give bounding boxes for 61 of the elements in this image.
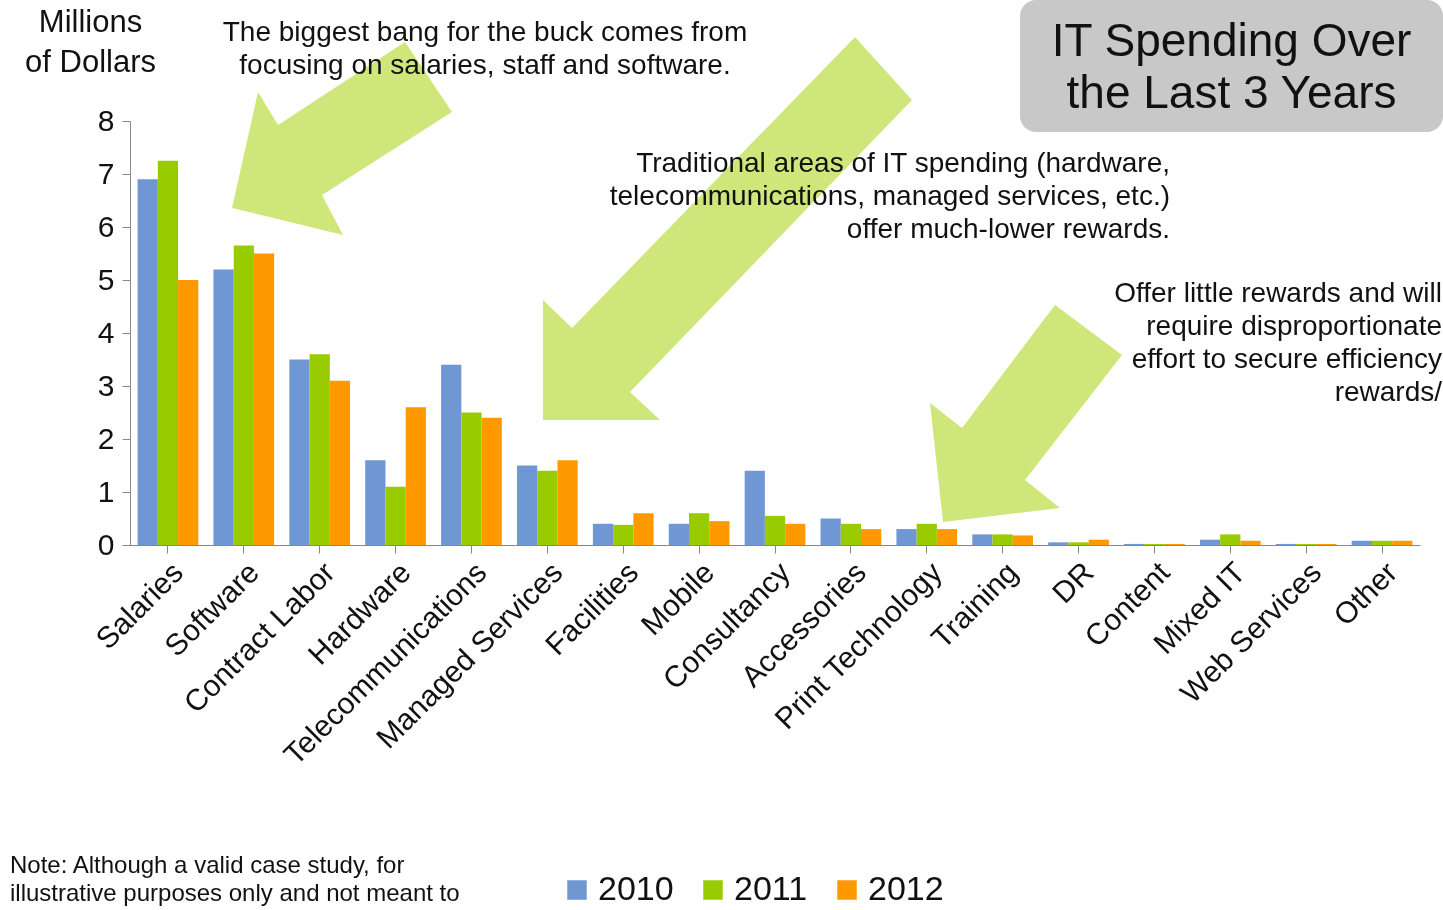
- bar: [233, 245, 254, 545]
- bar: [668, 523, 689, 545]
- y-tick-label: 3: [97, 368, 115, 402]
- bar: [385, 486, 406, 545]
- y-tick-label: 2: [97, 421, 115, 455]
- bar: [896, 529, 917, 545]
- bar: [517, 465, 538, 545]
- bar: [1371, 540, 1393, 545]
- y-tick-label: 8: [97, 103, 115, 137]
- bar: [972, 534, 993, 545]
- bar: [1068, 542, 1089, 545]
- bar: [744, 470, 765, 545]
- bar: [178, 280, 199, 545]
- bar: [329, 380, 351, 545]
- bar: [557, 460, 578, 545]
- bar: [441, 364, 462, 545]
- bar: [840, 523, 861, 545]
- bar: [861, 529, 882, 545]
- bar: [137, 179, 158, 545]
- bar: [365, 460, 386, 545]
- bar: [992, 534, 1013, 545]
- bar: [1392, 540, 1413, 545]
- legend-label: 2011: [734, 869, 808, 907]
- bar: [537, 470, 558, 545]
- chart-title: IT Spending Over the Last 3 Years: [1020, 0, 1443, 132]
- bar: [1220, 534, 1241, 545]
- bar: [1088, 539, 1109, 545]
- bar: [157, 160, 179, 545]
- y-tick-label: 1: [97, 474, 115, 508]
- bar: [289, 359, 310, 545]
- y-tick-label: 0: [97, 527, 115, 561]
- y-axis-title: Millions of Dollars: [25, 3, 156, 79]
- bar: [1199, 539, 1221, 545]
- bar: [405, 407, 426, 545]
- y-tick-label: 7: [97, 156, 115, 190]
- annotation: Offer little rewards and will require disproportionate effort to secure efficiency rewards/: [1113, 276, 1442, 408]
- bar: [820, 518, 841, 545]
- bar: [916, 523, 937, 545]
- bar: [481, 417, 502, 545]
- bar: [1012, 535, 1033, 545]
- bar: [1351, 540, 1372, 545]
- text: Note: Although a valid case study, for illustrative purposes only and not meant to: [10, 851, 461, 907]
- bar: [592, 523, 614, 545]
- bar: [709, 521, 730, 545]
- bar: [1048, 542, 1069, 545]
- bar: [1240, 540, 1261, 545]
- bar: [613, 524, 634, 545]
- y-tick-label: 6: [97, 209, 115, 243]
- bar: [213, 269, 234, 545]
- bar: [309, 354, 330, 545]
- bar: [253, 253, 275, 545]
- bar: [633, 513, 654, 545]
- legend-label: 2012: [868, 869, 944, 907]
- y-tick-label: 5: [97, 262, 115, 296]
- bar: [689, 513, 710, 545]
- bar: [936, 529, 958, 545]
- legend-label: 2010: [598, 869, 674, 907]
- bar: [461, 412, 482, 545]
- bar: [764, 515, 786, 545]
- y-tick-label: 4: [97, 315, 115, 349]
- bar: [785, 523, 806, 545]
